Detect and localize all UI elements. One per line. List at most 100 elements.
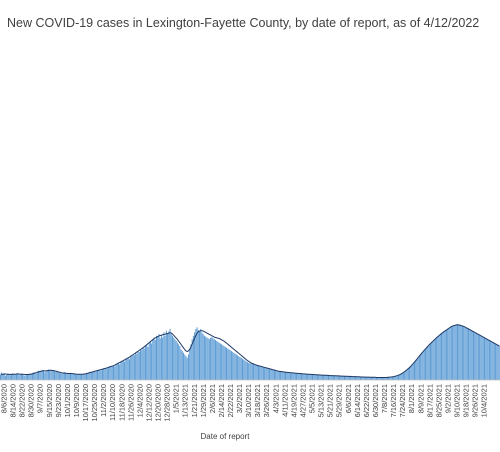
- bar: [24, 375, 26, 380]
- bar: [393, 376, 395, 380]
- bar: [246, 362, 248, 380]
- bar: [23, 375, 25, 380]
- bar: [396, 375, 398, 380]
- bar: [207, 338, 209, 380]
- bar: [243, 359, 245, 380]
- bar: [447, 329, 449, 380]
- bar: [156, 335, 157, 380]
- bar: [191, 339, 193, 380]
- bar: [27, 374, 29, 380]
- bar: [339, 375, 341, 380]
- bar: [11, 374, 13, 380]
- bar: [312, 374, 314, 380]
- bar: [454, 325, 456, 380]
- bar: [438, 335, 440, 380]
- bar: [352, 376, 354, 380]
- bar: [262, 367, 264, 380]
- x-tick-label: 10/9/2020: [72, 384, 81, 417]
- bar: [259, 366, 261, 380]
- bar: [89, 371, 91, 380]
- bar: [124, 361, 126, 380]
- x-tick-label: 9/10/2021: [453, 384, 462, 417]
- bar: [310, 374, 312, 380]
- bar: [498, 346, 500, 380]
- bar: [480, 335, 482, 380]
- bar: [148, 342, 150, 380]
- bar: [358, 376, 360, 380]
- bar: [325, 375, 327, 380]
- bar: [307, 374, 309, 380]
- bar: [28, 374, 30, 380]
- bar: [194, 332, 196, 380]
- bar: [299, 373, 301, 380]
- bar: [256, 365, 258, 380]
- x-tick-label: 8/30/2020: [27, 384, 36, 417]
- x-tick-label: 10/25/2020: [90, 384, 99, 422]
- bar: [105, 367, 107, 380]
- bar: [135, 352, 137, 380]
- bar: [109, 366, 111, 380]
- x-tick-label: 10/1/2020: [63, 384, 72, 417]
- bar: [203, 335, 205, 380]
- bar: [369, 377, 371, 380]
- bar: [272, 369, 274, 380]
- bar: [154, 340, 156, 380]
- bar: [0, 374, 1, 380]
- bar: [458, 324, 460, 380]
- bar: [455, 324, 457, 380]
- bar: [282, 371, 284, 380]
- bar: [426, 347, 428, 380]
- x-tick-label: 1/5/2021: [172, 384, 181, 413]
- bar: [271, 369, 273, 380]
- bar: [71, 373, 73, 380]
- bar: [99, 369, 101, 380]
- bar: [187, 354, 189, 380]
- bar: [377, 377, 379, 380]
- bar: [291, 372, 293, 380]
- bar: [179, 346, 181, 380]
- bar: [368, 377, 370, 380]
- bar: [196, 327, 198, 380]
- bar: [305, 374, 307, 380]
- bar: [331, 375, 333, 380]
- bar: [425, 348, 427, 380]
- bar: [230, 351, 232, 380]
- x-tick-label: 10/4/2021: [480, 384, 489, 417]
- bar: [210, 337, 212, 380]
- bar: [269, 368, 271, 380]
- bar: [475, 333, 477, 380]
- bar: [324, 375, 326, 380]
- bar: [427, 346, 429, 380]
- bar: [316, 374, 318, 380]
- bar: [84, 373, 86, 380]
- bar: [373, 377, 375, 380]
- bar: [6, 374, 8, 380]
- bar: [453, 325, 455, 380]
- bar: [226, 347, 228, 380]
- bar: [159, 338, 161, 380]
- bar: [86, 373, 87, 380]
- x-tick-label: 5/5/2021: [308, 384, 317, 413]
- bar: [141, 350, 143, 380]
- bar: [63, 372, 65, 380]
- bar: [237, 355, 239, 380]
- bar: [340, 376, 342, 380]
- bar: [431, 342, 433, 380]
- bar: [184, 354, 186, 380]
- bar: [97, 370, 99, 380]
- bar: [130, 357, 132, 380]
- bar: [267, 368, 269, 380]
- bar: [476, 333, 478, 380]
- bar: [443, 331, 445, 380]
- bar: [417, 357, 419, 380]
- bar: [355, 376, 357, 380]
- bar: [276, 370, 278, 380]
- bar: [386, 377, 388, 380]
- bar: [382, 377, 384, 380]
- bar: [44, 372, 46, 380]
- bar: [441, 333, 443, 380]
- bar: [362, 376, 364, 380]
- bar: [70, 372, 71, 380]
- bar: [126, 358, 128, 380]
- bar: [140, 349, 142, 380]
